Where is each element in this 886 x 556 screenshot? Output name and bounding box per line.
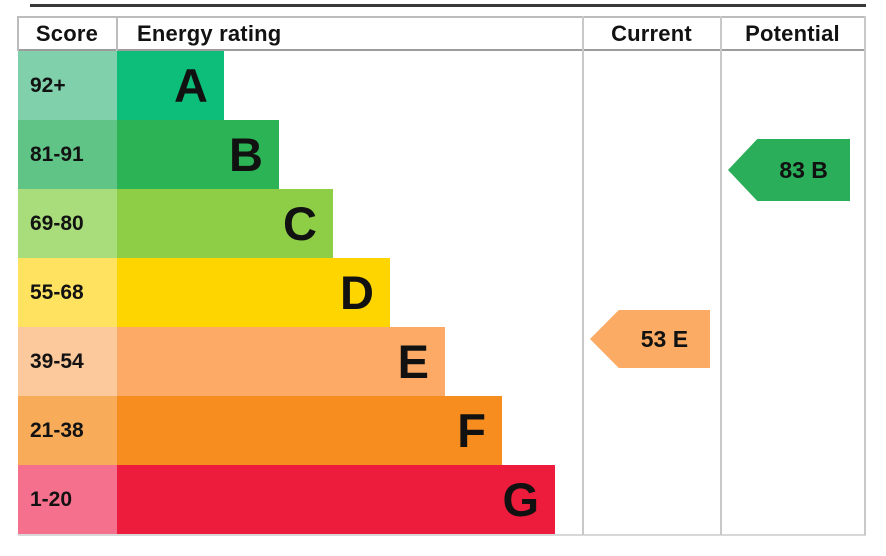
band-row: 55-68 D	[0, 258, 886, 327]
table-bottom-border	[18, 534, 866, 536]
rating-bar: D	[117, 258, 390, 327]
rating-letter: A	[174, 59, 208, 112]
band-row: 1-20 G	[0, 465, 886, 534]
rating-letter: E	[397, 335, 429, 388]
rating-letter: C	[283, 197, 317, 250]
potential-rating-arrow: 83 B	[728, 139, 850, 201]
score-range-cell: 21-38	[18, 396, 117, 465]
rating-letter: B	[229, 128, 263, 181]
current-rating-label: 53 E	[640, 326, 689, 352]
energy-rating-column-header: Energy rating	[137, 21, 282, 46]
score-range-cell: 39-54	[18, 327, 117, 396]
header-top-border	[17, 16, 866, 18]
rating-letter: F	[457, 404, 486, 457]
potential-rating-label: 83 B	[779, 157, 828, 183]
band-row: 39-54 E	[0, 327, 886, 396]
rating-bar: E	[117, 327, 445, 396]
rating-bar: F	[117, 396, 502, 465]
rating-letter: G	[502, 473, 539, 526]
current-column-header: Current	[611, 21, 692, 46]
header-bottom-border	[17, 49, 866, 51]
table-right-border	[864, 16, 866, 535]
rating-letter: D	[340, 266, 374, 319]
rating-bar: A	[117, 51, 224, 120]
rating-bar: C	[117, 189, 333, 258]
current-rating-arrow: 53 E	[590, 310, 710, 368]
rating-bar: B	[117, 120, 279, 189]
current-column-divider	[582, 16, 584, 535]
score-range-cell: 81-91	[18, 120, 117, 189]
potential-column-header: Potential	[745, 21, 840, 46]
band-row: 69-80 C	[0, 189, 886, 258]
score-range-cell: 92+	[18, 51, 117, 120]
score-column-header: Score	[35, 21, 99, 46]
band-row: 21-38 F	[0, 396, 886, 465]
potential-column-divider	[720, 16, 722, 535]
rating-bar: G	[117, 465, 555, 534]
band-row: 92+ A	[0, 51, 886, 120]
score-range-cell: 55-68	[18, 258, 117, 327]
table-left-border	[17, 16, 19, 51]
score-column-divider	[116, 16, 118, 51]
score-range-cell: 1-20	[18, 465, 117, 534]
score-range-cell: 69-80	[18, 189, 117, 258]
top-border-line	[30, 4, 866, 7]
band-row: 81-91 B	[0, 120, 886, 189]
